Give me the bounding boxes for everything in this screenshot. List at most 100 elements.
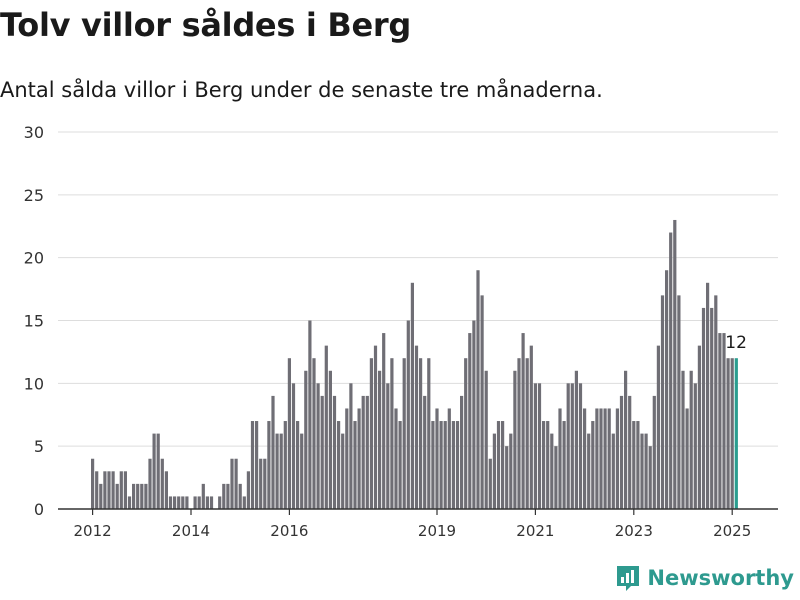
bar bbox=[148, 458, 152, 509]
bar-highlight bbox=[734, 358, 738, 509]
bar bbox=[464, 358, 468, 509]
bar bbox=[660, 295, 665, 509]
bar bbox=[468, 333, 472, 509]
bar bbox=[406, 320, 410, 509]
bar bbox=[435, 408, 439, 509]
x-tick-label: 2012 bbox=[74, 522, 112, 540]
bar bbox=[263, 458, 267, 509]
bar bbox=[607, 408, 611, 509]
bar bbox=[521, 333, 525, 509]
bar bbox=[496, 421, 501, 509]
bar bbox=[181, 496, 185, 509]
bar bbox=[320, 395, 324, 509]
bar bbox=[652, 395, 656, 509]
bars bbox=[91, 219, 738, 509]
bar bbox=[636, 421, 640, 509]
bar bbox=[394, 408, 398, 509]
bar bbox=[423, 395, 427, 509]
bar bbox=[267, 421, 271, 509]
bar bbox=[271, 395, 275, 509]
bar bbox=[337, 421, 341, 509]
bar bbox=[562, 421, 566, 509]
bar bbox=[689, 370, 693, 509]
bar bbox=[107, 471, 111, 509]
bar bbox=[419, 358, 423, 509]
bar bbox=[378, 370, 382, 509]
bar bbox=[693, 383, 697, 509]
bar bbox=[287, 358, 291, 509]
bar bbox=[554, 446, 558, 509]
bar bbox=[140, 483, 144, 509]
bar bbox=[111, 471, 115, 509]
bar bbox=[644, 433, 648, 509]
bar bbox=[697, 345, 701, 509]
bar bbox=[706, 282, 710, 509]
bar bbox=[591, 421, 595, 509]
bar bbox=[488, 458, 492, 509]
bar bbox=[665, 270, 669, 509]
bar bbox=[185, 496, 189, 509]
brand-logo: Newsworthy bbox=[615, 564, 794, 592]
bar bbox=[144, 483, 148, 509]
bar bbox=[95, 471, 99, 509]
bar bbox=[205, 496, 209, 509]
bar bbox=[460, 395, 464, 509]
bar bbox=[492, 433, 496, 509]
bar bbox=[730, 358, 734, 509]
bar bbox=[640, 433, 644, 509]
y-tick-label: 15 bbox=[24, 312, 44, 331]
bar bbox=[583, 408, 587, 509]
bar bbox=[353, 421, 357, 509]
bar bbox=[115, 483, 119, 509]
bar bbox=[513, 370, 517, 509]
bar bbox=[681, 370, 685, 509]
bar bbox=[291, 383, 296, 509]
bar bbox=[443, 421, 447, 509]
bar bbox=[714, 295, 718, 509]
bar bbox=[451, 421, 455, 509]
bar bbox=[382, 333, 386, 509]
bar bbox=[501, 421, 505, 509]
y-tick-label: 30 bbox=[24, 123, 44, 142]
bar bbox=[505, 446, 509, 509]
bar bbox=[722, 333, 726, 509]
bar bbox=[369, 358, 373, 509]
bar bbox=[537, 383, 542, 509]
x-tick-label: 2023 bbox=[615, 522, 653, 540]
bar bbox=[341, 433, 345, 509]
bar bbox=[570, 383, 574, 509]
bar bbox=[595, 408, 599, 509]
bar bbox=[726, 358, 730, 509]
bar bbox=[628, 395, 632, 509]
bar bbox=[275, 433, 279, 509]
bar bbox=[603, 408, 607, 509]
bar bbox=[177, 496, 181, 509]
bar bbox=[308, 320, 312, 509]
bar bbox=[542, 421, 546, 509]
bar bbox=[234, 458, 238, 509]
bar bbox=[439, 421, 443, 509]
bar bbox=[566, 383, 570, 509]
bar bbox=[656, 345, 660, 509]
bar bbox=[304, 370, 308, 509]
x-tick-label: 2016 bbox=[270, 522, 308, 540]
bar bbox=[558, 408, 562, 509]
bar bbox=[525, 358, 529, 509]
bar bbox=[427, 358, 431, 509]
bar bbox=[632, 421, 636, 509]
bar bbox=[476, 270, 480, 509]
bar bbox=[160, 458, 164, 509]
bar bbox=[238, 483, 242, 509]
bar bbox=[587, 433, 591, 509]
bar bbox=[218, 496, 222, 509]
brand-name: Newsworthy bbox=[647, 566, 794, 590]
bar bbox=[324, 345, 328, 509]
bar bbox=[296, 421, 300, 509]
bar bbox=[279, 433, 283, 509]
bar bbox=[685, 408, 689, 509]
x-tick-label: 2014 bbox=[172, 522, 210, 540]
bar bbox=[599, 408, 603, 509]
bar bbox=[255, 421, 259, 509]
bar bbox=[209, 496, 214, 509]
